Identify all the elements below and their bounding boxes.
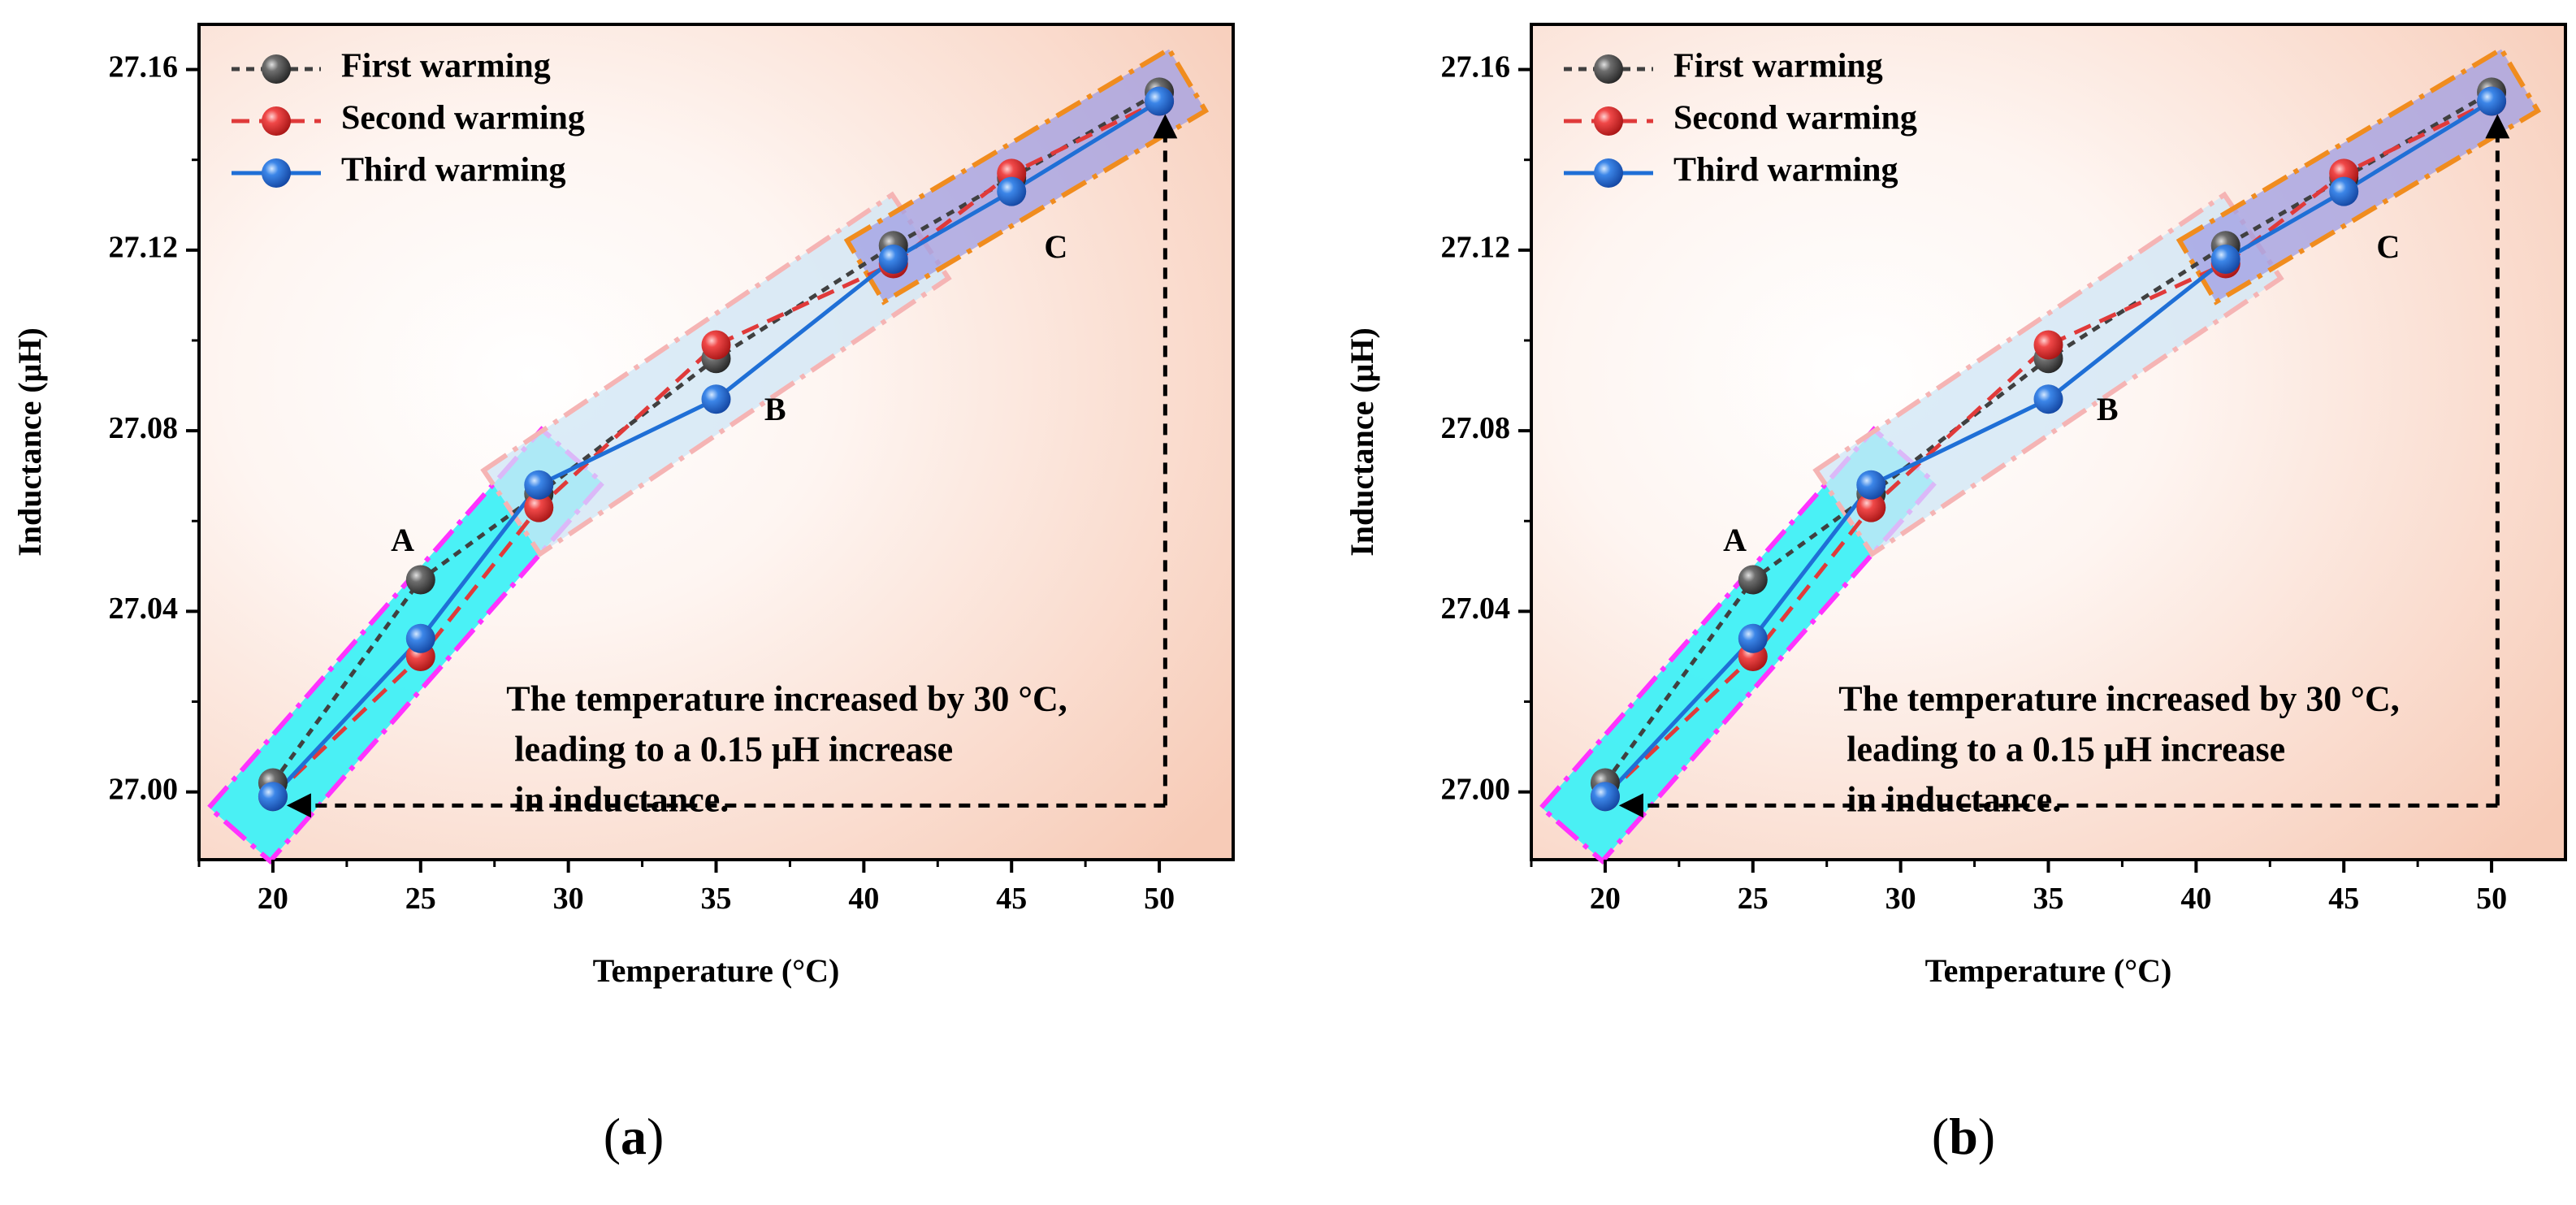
region-c-label: C [2376,228,2400,265]
panel-caption: (a) [604,1107,665,1165]
data-point-third-warming [258,782,288,812]
annotation-line-2: leading to a 0.15 μH increase [1846,730,2285,769]
data-point-third-warming [997,176,1027,206]
y-tick-label: 27.04 [1441,592,1511,626]
legend-marker-first-warming [1594,54,1623,84]
region-b-label: B [764,391,786,427]
panel-caption: (b) [1932,1107,1995,1165]
legend-marker-second-warming [262,106,291,136]
annotation-line-3: in inductance. [514,780,729,820]
y-tick-label: 27.12 [109,231,179,265]
region-c-box [843,46,1210,306]
y-tick-label: 27.08 [109,411,179,445]
x-tick-label: 25 [405,882,436,916]
panel-caption-close: ) [1978,1107,1995,1165]
data-point-third-warming [2210,244,2240,274]
data-point-second-warming [701,330,731,360]
x-tick-label: 40 [848,882,879,916]
legend-marker-third-warming [1594,158,1623,188]
data-point-second-warming [2033,330,2063,360]
legend-marker-second-warming [1594,106,1623,136]
panel-caption-letter: b [1949,1107,1978,1165]
x-tick-label: 35 [701,882,732,916]
data-point-third-warming [1738,623,1768,653]
data-point-third-warming [2477,86,2507,116]
x-tick-label: 30 [1885,882,1916,916]
y-tick-label: 27.16 [1441,50,1511,84]
x-tick-label: 45 [2328,882,2359,916]
x-axis-title: Temperature (°C) [593,952,840,989]
y-tick-label: 27.16 [109,50,179,84]
data-point-third-warming [2033,384,2063,414]
x-tick-label: 50 [1144,882,1175,916]
chart-panel-a: A B C 20 25 30 35 40 45 50 27.00 27.04 27.08 27.12 27.… [11,23,1235,1165]
panel-caption-letter: a [621,1107,647,1165]
data-point-third-warming [405,623,435,653]
data-point-first-warming [1738,565,1768,595]
y-tick-label: 27.00 [1441,772,1511,806]
y-axis-title: Inductance (μH) [11,327,48,557]
legend-label-third-warming: Third warming [341,152,566,189]
annotation-line-1: The temperature increased by 30 °C, [1838,679,2400,719]
region-a-label: A [1723,522,1747,558]
data-point-second-warming [1856,492,1886,522]
chart-panel-b: A B C 20 25 30 35 40 45 50 27.00 27.04 27.08 27.12 27.… [1344,23,2567,1165]
region-b-label: B [2097,391,2119,427]
y-axis-title: Inductance (μH) [1344,327,1380,557]
x-tick-label: 40 [2180,882,2211,916]
x-tick-label: 30 [553,882,584,916]
legend-label-first-warming: First warming [1673,48,1883,85]
data-point-second-warming [524,492,554,522]
legend-marker-third-warming [262,158,291,188]
region-c-rect [2176,46,2542,306]
y-tick-label: 27.04 [109,592,179,626]
legend-label-second-warming: Second warming [341,100,585,137]
x-tick-label: 35 [2033,882,2064,916]
legend-marker-first-warming [262,54,291,84]
panel-caption-close: ) [647,1107,664,1165]
data-point-third-warming [701,384,731,414]
x-tick-label: 50 [2476,882,2507,916]
legend-label-second-warming: Second warming [1673,100,1917,137]
x-tick-label: 20 [258,882,288,916]
data-point-third-warming [1856,470,1886,500]
annotation-line-2: leading to a 0.15 μH increase [514,730,953,769]
legend-label-first-warming: First warming [341,48,551,85]
legend-label-third-warming: Third warming [1673,152,1898,189]
data-point-third-warming [1145,86,1175,116]
panel-caption-open: ( [1932,1107,1949,1165]
region-c-label: C [1044,228,1067,265]
region-a-label: A [391,522,414,558]
annotation-line-3: in inductance. [1846,780,2061,820]
x-axis-title: Temperature (°C) [1925,952,2172,989]
y-tick-label: 27.08 [1441,411,1511,445]
y-tick-label: 27.12 [1441,231,1511,265]
data-point-third-warming [1590,782,1620,812]
annotation-line-1: The temperature increased by 30 °C, [506,679,1067,719]
panel-caption-open: ( [604,1107,621,1165]
data-point-first-warming [405,565,435,595]
x-tick-label: 20 [1590,882,1621,916]
data-point-third-warming [2329,176,2359,206]
x-tick-label: 45 [996,882,1027,916]
region-c-box [2176,46,2542,306]
x-tick-label: 25 [1738,882,1769,916]
region-c-rect [843,46,1210,306]
y-tick-label: 27.00 [109,772,179,806]
data-point-third-warming [524,470,554,500]
data-point-third-warming [878,244,908,274]
